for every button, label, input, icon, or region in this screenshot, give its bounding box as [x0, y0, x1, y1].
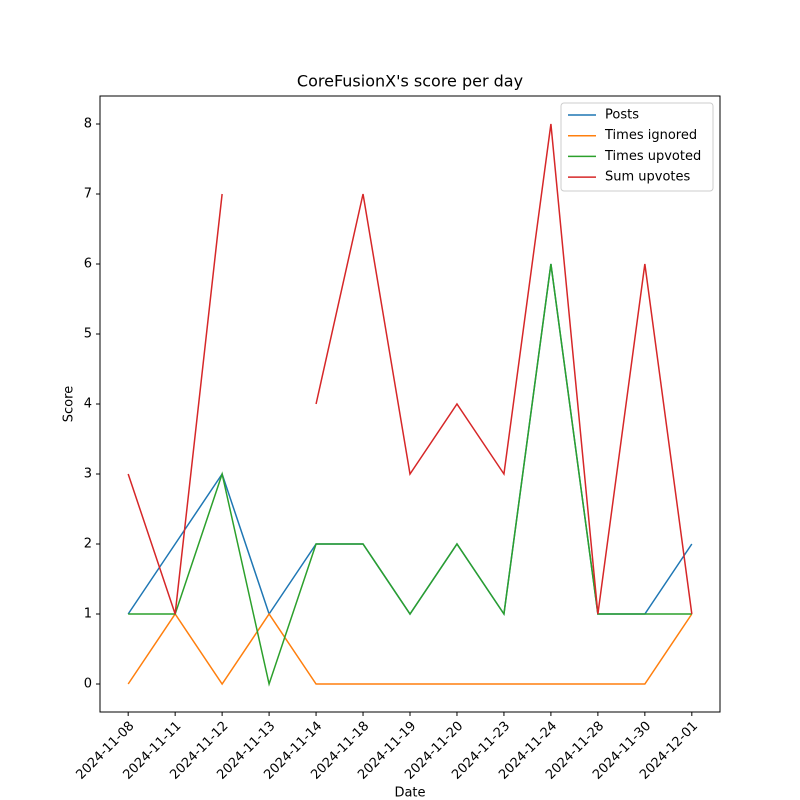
y-tick-label: 5: [84, 327, 92, 342]
y-tick-label: 6: [84, 257, 92, 272]
y-tick-label: 1: [84, 607, 92, 622]
series-line: [127, 612, 693, 686]
x-axis-label: Date: [394, 786, 425, 800]
y-tick-label: 2: [84, 537, 92, 552]
chart-title: CoreFusionX's score per day: [297, 72, 523, 91]
legend-label: Posts: [605, 108, 639, 123]
legend-label: Times ignored: [604, 128, 697, 143]
legend-label: Times upvoted: [604, 149, 701, 164]
series-line: [127, 263, 693, 617]
y-tick-label: 4: [84, 397, 92, 412]
y-tick-label: 8: [84, 117, 92, 132]
y-tick-label: 3: [84, 467, 92, 482]
y-tick-label: 7: [84, 187, 92, 202]
y-axis-label: Score: [62, 386, 77, 422]
y-tick-label: 0: [84, 677, 92, 692]
legend-label: Sum upvotes: [605, 170, 691, 185]
series-line: [127, 123, 693, 615]
legend-box: [560, 102, 714, 192]
